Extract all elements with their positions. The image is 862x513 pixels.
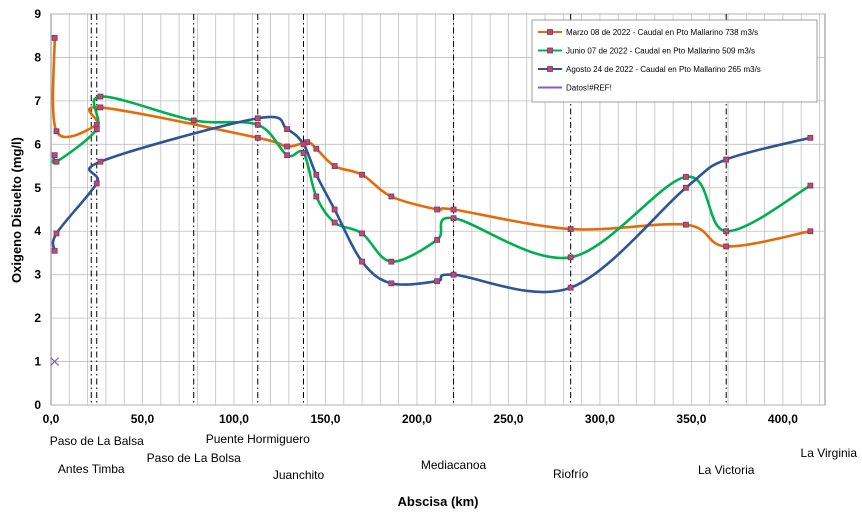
data-point xyxy=(683,184,689,191)
data-point xyxy=(434,237,440,243)
data-point xyxy=(93,126,100,133)
data-point xyxy=(434,206,440,213)
station-lines xyxy=(90,14,727,405)
data-point xyxy=(807,182,814,189)
x-tick-label: 50,0 xyxy=(131,412,155,426)
legend-box xyxy=(531,19,818,103)
y-tick-labels: 0 1 2 3 4 5 6 7 8 9 xyxy=(34,7,41,412)
data-point xyxy=(450,271,457,278)
data-point xyxy=(388,280,395,287)
data-point xyxy=(331,206,338,213)
legend-marker xyxy=(547,66,553,72)
station-label: Paso de La Balsa xyxy=(50,434,144,448)
data-point xyxy=(567,254,574,261)
data-point xyxy=(450,215,457,222)
data-point xyxy=(97,104,104,111)
legend: Marzo 08 de 2022 - Caudal en Pto Mallari… xyxy=(531,19,818,103)
legend-label: Junio 07 de 2022 - Caudal en Pto Mallari… xyxy=(566,47,755,56)
x-tick-label: 200,0 xyxy=(402,412,432,426)
data-point xyxy=(723,243,730,250)
y-axis-title: Oxigeno Disuelto (mg/l) xyxy=(9,137,24,283)
data-point xyxy=(254,134,261,141)
data-point xyxy=(300,141,307,148)
data-point xyxy=(284,126,290,133)
data-point xyxy=(51,152,58,159)
station-label: Puente Hormiguero xyxy=(206,432,310,446)
x-tick-label: 300,0 xyxy=(585,412,615,426)
x-tick-labels: 0,0 50,0 100,0 150,0 200,0 250,0 300,0 350,0 400… xyxy=(43,412,799,426)
data-point xyxy=(807,134,814,141)
station-label: Riofrío xyxy=(553,467,589,481)
data-point xyxy=(254,121,261,128)
grid xyxy=(51,13,825,406)
series-line-3 xyxy=(51,115,811,294)
markers-group xyxy=(50,34,814,366)
y-tick-label: 7 xyxy=(34,94,41,108)
x-tick-label: 350,0 xyxy=(676,412,706,426)
data-point xyxy=(359,258,365,265)
cross-stroke xyxy=(50,357,60,366)
data-point xyxy=(359,171,365,178)
data-point xyxy=(97,93,104,100)
data-point xyxy=(331,163,338,169)
data-point xyxy=(93,180,100,187)
data-point xyxy=(359,230,365,237)
data-point xyxy=(331,219,338,226)
data-point xyxy=(388,193,395,200)
data-point xyxy=(313,193,320,200)
data-point xyxy=(683,174,689,180)
data-point xyxy=(723,156,730,163)
station-label: La Victoria xyxy=(698,463,755,477)
data-point xyxy=(434,278,440,285)
x-tick-label: 100,0 xyxy=(219,412,249,426)
data-point xyxy=(254,115,261,122)
data-point xyxy=(284,143,290,150)
y-tick-label: 5 xyxy=(34,181,41,195)
x-tick-label: 250,0 xyxy=(493,412,523,426)
data-point xyxy=(313,145,320,152)
station-label: Antes Timba xyxy=(58,462,125,476)
y-tick-label: 2 xyxy=(34,311,41,325)
data-point xyxy=(567,226,574,232)
y-tick-label: 6 xyxy=(34,137,41,151)
data-point xyxy=(51,34,58,41)
data-point xyxy=(450,206,457,213)
legend-marker xyxy=(547,29,553,35)
legend-label: Marzo 08 de 2022 - Caudal en Pto Mallari… xyxy=(566,28,758,37)
legend-label: Datos!#REF! xyxy=(566,84,612,93)
data-point xyxy=(807,228,814,235)
x-tick-label: 150,0 xyxy=(310,412,340,426)
y-tick-label: 1 xyxy=(34,355,41,369)
data-point xyxy=(300,150,307,156)
station-labels: Paso de La Balsa Antes Timba Paso de La Bo… xyxy=(50,432,858,482)
station-label: La Virginia xyxy=(801,446,858,460)
data-point xyxy=(53,128,60,135)
data-point xyxy=(53,158,60,165)
data-point xyxy=(313,171,320,178)
y-tick-label: 8 xyxy=(34,50,41,64)
station-label: Paso de La Bolsa xyxy=(147,451,241,465)
data-point xyxy=(284,152,290,159)
y-tick-label: 3 xyxy=(34,268,41,282)
station-label: Juanchito xyxy=(273,468,325,482)
data-point xyxy=(723,228,730,235)
data-point-cross xyxy=(50,357,60,366)
x-tick-label: 400,0 xyxy=(768,412,798,426)
legend-marker xyxy=(547,47,553,54)
data-point xyxy=(683,221,689,228)
data-point xyxy=(190,117,197,124)
data-point xyxy=(567,284,574,291)
data-point xyxy=(97,158,104,165)
x-tick-label: 0,0 xyxy=(43,412,60,426)
data-point xyxy=(51,247,58,254)
data-point xyxy=(388,258,395,265)
y-tick-label: 0 xyxy=(34,398,41,412)
data-point xyxy=(53,230,60,237)
x-axis-title: Abscisa (km) xyxy=(398,494,479,509)
y-tick-label: 9 xyxy=(34,7,41,21)
legend-label: Agosto 24 de 2022 - Caudal en Pto Mallar… xyxy=(566,65,761,74)
y-tick-label: 4 xyxy=(34,224,41,238)
station-label: Mediacanoa xyxy=(421,458,487,472)
